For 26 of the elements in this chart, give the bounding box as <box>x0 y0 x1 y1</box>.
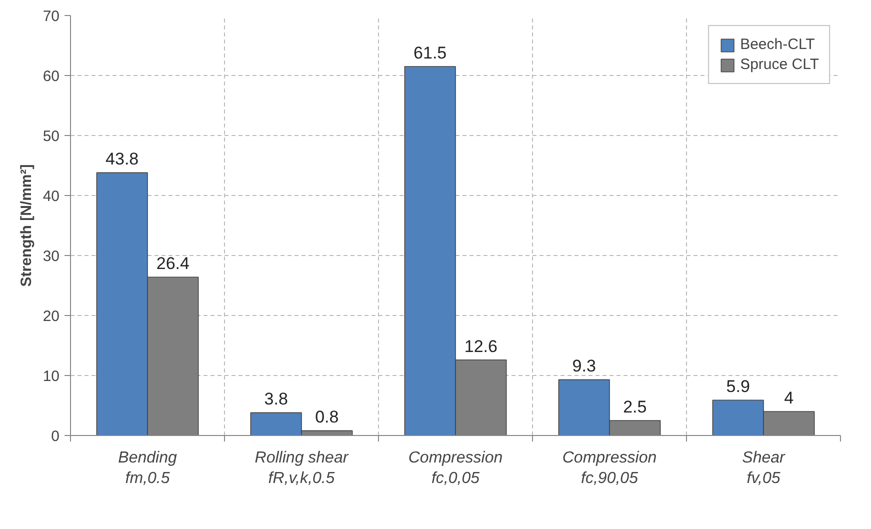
data-label: 3.8 <box>264 390 288 409</box>
legend-label: Beech-CLT <box>740 36 815 53</box>
data-label: 5.9 <box>726 377 750 396</box>
legend-label: Spruce CLT <box>740 56 819 73</box>
x-tick-label: Bending fm,0.5 <box>118 450 177 487</box>
x-tick-label: Compression fc,0,05 <box>408 450 503 487</box>
x-tick-label: Compression fc,90,05 <box>562 450 657 487</box>
y-tick-label: 0 <box>51 428 60 445</box>
data-label: 0.8 <box>315 408 339 427</box>
y-tick-label: 30 <box>42 248 60 265</box>
y-tick-label: 20 <box>42 308 60 325</box>
data-label: 4 <box>784 388 794 408</box>
data-label: 2.5 <box>623 398 647 416</box>
y-tick-label: 60 <box>42 68 60 85</box>
y-tick-label: 70 <box>42 8 60 25</box>
data-label: 43.8 <box>106 150 139 169</box>
data-label: 61.5 <box>414 44 447 62</box>
x-tick-label: Rolling shear fR,v,k,0.5 <box>254 450 349 487</box>
y-axis-title: Strength [N/mm²] <box>18 164 35 287</box>
x-tick-label: Shear fv,05 <box>742 450 786 487</box>
data-label: 12.6 <box>464 336 498 356</box>
y-tick-label: 10 <box>42 368 60 385</box>
y-tick-label: 50 <box>42 128 60 145</box>
y-tick-label: 40 <box>42 188 60 205</box>
data-label: 26.4 <box>156 254 190 274</box>
data-label: 9.3 <box>572 356 596 376</box>
